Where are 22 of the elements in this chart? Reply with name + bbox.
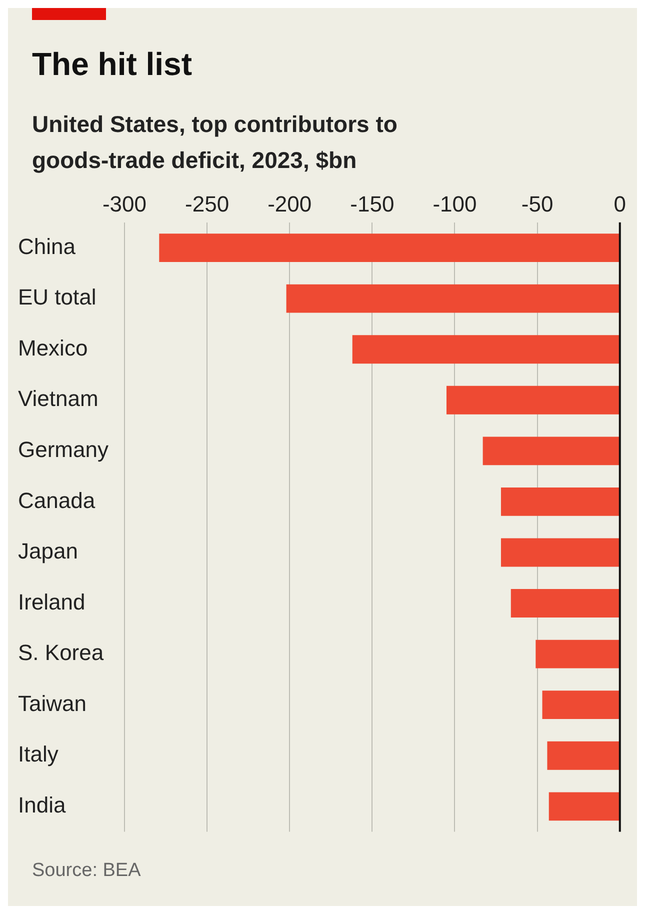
x-tick-label: -200 <box>268 191 312 216</box>
source-note: Source: BEA <box>32 860 141 882</box>
chart-title: The hit list <box>32 46 192 83</box>
x-tick-label: -250 <box>185 191 230 216</box>
y-tick-label: Japan <box>18 538 78 564</box>
y-tick-label: Canada <box>18 488 96 513</box>
x-tick-label: 0 <box>614 191 626 216</box>
x-tick-label: -50 <box>521 191 554 216</box>
y-tick-label: India <box>18 792 66 818</box>
y-tick-label: EU total <box>18 284 96 310</box>
y-tick-label: Taiwan <box>18 690 86 716</box>
chart-subtitle: United States, top contributors to goods-trade deficit, 2023, $bn <box>32 110 398 175</box>
y-tick-label: S. Korea <box>18 640 104 666</box>
y-tick-label: Mexico <box>18 335 88 360</box>
x-tick-label: -100 <box>432 191 477 216</box>
y-tick-label: China <box>18 234 76 259</box>
y-tick-label: Vietnam <box>18 386 98 412</box>
x-tick-label: -150 <box>350 191 394 216</box>
y-tick-label: Ireland <box>18 589 86 614</box>
x-tick-label: -300 <box>102 191 146 216</box>
y-tick-label: Germany <box>18 436 108 462</box>
y-tick-label: Italy <box>18 742 58 767</box>
